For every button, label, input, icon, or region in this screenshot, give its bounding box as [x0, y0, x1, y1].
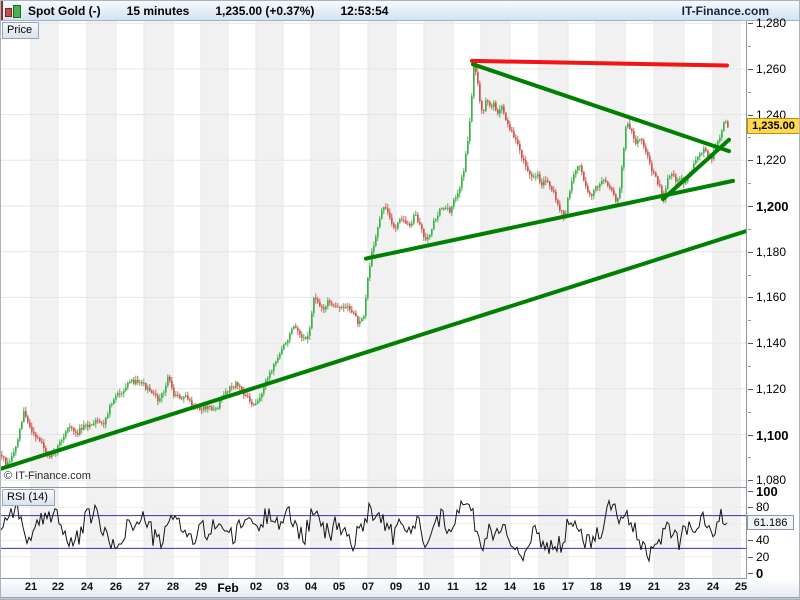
timeframe-label: 15 minutes — [126, 3, 190, 18]
date-label: 07 — [361, 581, 375, 593]
date-label: 27 — [137, 581, 151, 593]
date-label: 12 — [474, 581, 488, 593]
price-axis[interactable]: 1,280 1,260 1,240 1,220 1,200 1,180 1,160 1,140… — [746, 16, 799, 488]
price-tick-label: 1,280 — [756, 16, 787, 31]
last-price-badge: 1,235.00 — [747, 118, 799, 135]
trendline-support-long[interactable] — [1, 229, 746, 471]
symbol-name: Spot Gold (-) — [28, 3, 101, 18]
price-minor-tick — [748, 91, 751, 93]
rsi-major-tick — [748, 507, 753, 509]
price-major-tick — [748, 388, 753, 390]
date-label: 11 — [447, 581, 459, 593]
quote-time: 12:53:54 — [340, 3, 389, 18]
date-label: 05 — [332, 581, 346, 593]
trendline-support-steep[interactable] — [661, 137, 731, 202]
trendline-resistance-horizontal[interactable] — [470, 58, 729, 68]
date-label: 04 — [304, 581, 318, 593]
date-label: 09 — [389, 581, 403, 593]
rsi-major-tick — [748, 540, 753, 542]
rsi-plot-canvas — [1, 488, 746, 578]
price-tick-label: 1,120 — [756, 381, 787, 396]
date-label: 03 — [276, 581, 290, 593]
rsi-major-tick — [748, 573, 753, 574]
date-label: 29 — [194, 581, 208, 593]
date-label: 14 — [503, 581, 517, 593]
title-bar: Spot Gold (-) 15 minutes 1,235.00 (+0.37… — [1, 1, 799, 21]
price-tick-label: 1,220 — [756, 153, 787, 168]
date-label: 16 — [532, 581, 546, 593]
price-minor-tick — [748, 228, 751, 230]
date-label: 21 — [24, 581, 38, 593]
rsi-axis[interactable]: 100 80 40 20 0 — [746, 484, 799, 581]
price-minor-tick — [748, 137, 751, 139]
date-label: 02 — [249, 581, 263, 593]
date-label: 19 — [618, 581, 632, 593]
price-major-tick — [748, 206, 753, 207]
price-major-tick — [748, 23, 753, 25]
tab-rsi[interactable]: RSI (14) — [2, 489, 55, 506]
date-label: 24 — [80, 581, 94, 593]
price-tick-label: 1,080 — [756, 473, 787, 488]
bottom-frame-bar — [1, 598, 799, 599]
rsi-line — [1, 498, 728, 564]
price-tick-label: 1,260 — [756, 61, 787, 76]
price-major-tick — [748, 114, 753, 116]
price-major-tick — [748, 160, 753, 162]
price-tick-label: 1,180 — [756, 244, 787, 259]
rsi-tick-label: 80 — [756, 500, 770, 515]
quote-label: 1,235.00 (+0.37%) — [215, 3, 315, 18]
date-label: 21 — [647, 581, 661, 593]
date-label: 25 — [734, 581, 748, 593]
date-label: Feb — [217, 581, 239, 595]
copyright-watermark: © IT-Finance.com — [4, 470, 91, 482]
date-label: 22 — [51, 581, 65, 593]
rsi-major-tick — [748, 491, 753, 492]
date-axis[interactable]: 21 22 24 26 27 28 29 Feb 02 03 04 05 07 09 10 11 12 14 16 1… — [1, 579, 799, 598]
price-minor-tick — [748, 320, 751, 322]
price-major-tick — [748, 297, 753, 299]
price-tick-label: 1,160 — [756, 290, 787, 305]
price-major-tick — [748, 68, 753, 70]
price-minor-tick — [748, 457, 751, 459]
price-minor-tick — [748, 411, 751, 413]
price-chart-area[interactable] — [1, 21, 746, 488]
tab-price[interactable]: Price — [2, 22, 40, 39]
price-minor-tick — [748, 365, 751, 367]
date-label: 23 — [677, 581, 691, 593]
date-label: 26 — [109, 581, 123, 593]
date-label: 18 — [589, 581, 603, 593]
rsi-tick-label: 20 — [756, 549, 770, 564]
price-major-tick — [748, 434, 753, 436]
date-label: 10 — [417, 581, 431, 593]
rsi-tick-label: 100 — [756, 484, 778, 499]
brand-label: IT-Finance.com — [681, 4, 769, 18]
price-tick-label: 1,200 — [756, 199, 789, 214]
price-minor-tick — [748, 274, 751, 276]
price-tick-label: 1,140 — [756, 336, 787, 351]
date-label: 17 — [561, 581, 575, 593]
trendline-resistance-descending[interactable] — [471, 62, 731, 154]
candlestick-icon — [4, 3, 21, 18]
candlestick-series — [1, 60, 729, 468]
rsi-tick-label: 40 — [756, 533, 770, 548]
rsi-tick-label: 0 — [756, 566, 764, 581]
price-major-tick — [748, 480, 753, 482]
rsi-chart-area[interactable] — [1, 488, 746, 579]
rsi-major-tick — [748, 556, 753, 558]
price-major-tick — [748, 251, 753, 253]
price-major-tick — [748, 343, 753, 345]
price-minor-tick — [748, 46, 751, 48]
window-edge — [1, 1, 3, 20]
price-plot-canvas — [1, 21, 746, 487]
rsi-value-badge: 61.186 — [747, 514, 794, 530]
price-minor-tick — [748, 183, 751, 185]
price-tick-label: 1,100 — [756, 427, 789, 443]
date-label: 24 — [706, 581, 720, 593]
date-label: 28 — [166, 581, 180, 593]
